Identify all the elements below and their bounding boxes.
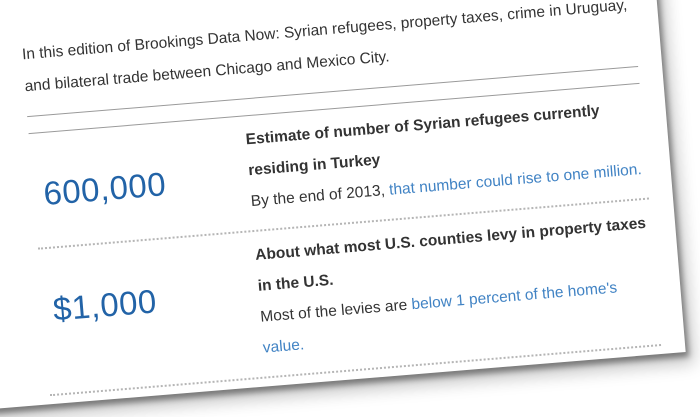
stat-description-refugees: Estimate of number of Syrian refugees cu… bbox=[245, 92, 648, 217]
stat-body-text: By the end of 2013, bbox=[250, 181, 390, 211]
stat-description-property-taxes: About what most U.S. counties levy in pr… bbox=[254, 207, 660, 363]
link-below-one-percent-continued[interactable]: value. bbox=[262, 336, 305, 357]
intro-paragraph: In this edition of Brookings Data Now: S… bbox=[21, 0, 637, 103]
stat-body-text: Most of the levies are bbox=[259, 296, 413, 326]
stat-value-refugees: 600,000 bbox=[42, 165, 168, 213]
stat-value-property-taxes: $1,000 bbox=[51, 282, 159, 328]
document-page: In this edition of Brookings Data Now: S… bbox=[21, 0, 662, 397]
page-content: In this edition of Brookings Data Now: S… bbox=[21, 0, 662, 397]
stats-table: 600,000 Estimate of number of Syrian ref… bbox=[28, 82, 662, 397]
